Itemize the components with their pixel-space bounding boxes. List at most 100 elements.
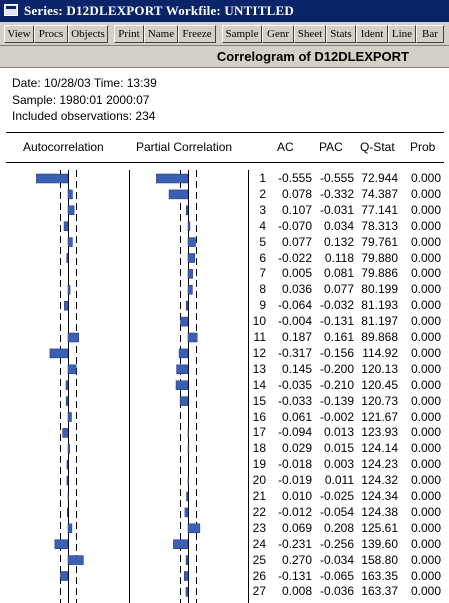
lag-cell: 27 — [252, 584, 266, 599]
prob-cell: 0.000 — [410, 282, 441, 297]
pac-cell: -0.065 — [319, 568, 354, 583]
ident-button[interactable]: Ident — [356, 25, 388, 43]
bar-button[interactable]: Bar — [416, 25, 444, 43]
ac-bar — [67, 285, 71, 295]
ac-bar — [67, 555, 84, 565]
ac-bar — [65, 380, 69, 390]
pac-bar — [176, 364, 189, 375]
ac-cell: -0.033 — [277, 393, 312, 408]
prob-cell: 0.000 — [410, 361, 441, 376]
sample-button[interactable]: Sample — [222, 25, 262, 43]
lag-cell: 18 — [252, 441, 266, 456]
name-button[interactable]: Name — [144, 25, 178, 43]
ac-cell: -0.317 — [277, 345, 312, 360]
pac-bar — [180, 316, 189, 327]
lag-cell: 2 — [259, 186, 266, 201]
line-button[interactable]: Line — [388, 25, 416, 43]
qstat-cell: 124.34 — [361, 489, 398, 503]
pac-cell: -0.002 — [319, 409, 354, 424]
print-button[interactable]: Print — [114, 25, 144, 43]
qstat-cell: 163.35 — [361, 568, 398, 583]
ac-cell: -0.131 — [277, 568, 312, 583]
pac-bar — [187, 523, 201, 534]
ac-bar — [65, 396, 69, 406]
ac-cell: -0.064 — [277, 298, 312, 313]
pac-bar — [187, 269, 193, 279]
window-menu-icon[interactable] — [4, 4, 18, 16]
prob-cell: 0.000 — [410, 298, 441, 313]
ac-cell: 0.270 — [281, 552, 312, 567]
ac-cell: 0.069 — [281, 520, 312, 535]
prob-cell: 0.000 — [410, 473, 441, 488]
pac-cell: -0.032 — [319, 298, 354, 313]
ac-bar — [66, 253, 69, 263]
lag-cell: 1 — [259, 171, 266, 185]
pac-cell: -0.139 — [319, 393, 354, 408]
pac-bar — [187, 285, 193, 295]
pac-cell: 0.015 — [323, 441, 354, 456]
qstat-cell: 120.13 — [361, 361, 398, 376]
lag-cell: 7 — [259, 266, 266, 281]
pac-bar — [186, 491, 189, 502]
lag-cell: 13 — [252, 361, 266, 376]
qstat-cell: 139.60 — [361, 536, 398, 551]
lag-cell: 14 — [252, 377, 266, 392]
lag-cell: 5 — [259, 234, 266, 249]
lag-cell: 17 — [252, 425, 266, 440]
view-button[interactable]: View — [4, 25, 34, 43]
sample-line: Sample: 1980:01 2000:07 — [12, 93, 150, 107]
ac-bar — [64, 300, 69, 311]
correlogram-title: Correlogram of D12DLEXPORT — [216, 49, 409, 64]
qstat-cell: 81.197 — [361, 314, 398, 329]
pac-cell: -0.210 — [319, 377, 354, 392]
lag-cell: 12 — [252, 345, 266, 360]
pac-cell: 0.208 — [323, 520, 354, 535]
ac-cell: 0.078 — [281, 186, 312, 201]
prob-cell: 0.000 — [410, 552, 441, 567]
ac-bar — [67, 444, 70, 454]
qstat-cell: 120.45 — [361, 377, 398, 392]
ac-cell: -0.094 — [277, 425, 312, 440]
qstat-cell: 79.761 — [361, 234, 398, 249]
prob-cell: 0.000 — [410, 250, 441, 265]
prob-cell: 0.000 — [410, 345, 441, 360]
lag-cell: 16 — [252, 409, 266, 424]
prob-cell: 0.000 — [410, 520, 441, 535]
ac-cell: 0.187 — [281, 330, 312, 344]
ac-cell: 0.008 — [281, 584, 312, 599]
lag-cell: 22 — [252, 504, 266, 519]
qstat-cell: 77.141 — [361, 202, 398, 217]
freeze-button[interactable]: Freeze — [178, 25, 216, 43]
col-ac: AC — [277, 140, 294, 154]
genr-button[interactable]: Genr — [262, 25, 294, 43]
col-pac: PAC — [319, 140, 343, 154]
ac-cell: 0.005 — [281, 266, 312, 281]
stats-button[interactable]: Stats — [326, 25, 356, 43]
qstat-cell: 123.93 — [361, 425, 398, 440]
prob-cell: 0.000 — [410, 377, 441, 392]
qstat-cell: 124.14 — [361, 441, 398, 456]
lag-cell: 6 — [259, 250, 266, 265]
objects-button[interactable]: Objects — [68, 25, 108, 43]
qstat-cell: 125.61 — [361, 520, 398, 535]
procs-button[interactable]: Procs — [34, 25, 68, 43]
lag-cell: 21 — [252, 489, 266, 503]
ac-bar — [66, 459, 69, 470]
prob-cell: 0.000 — [410, 218, 441, 233]
window-titlebar[interactable]: Series: D12DLEXPORT Workfile: UNTITLED — [0, 0, 449, 22]
sheet-button[interactable]: Sheet — [294, 25, 326, 43]
pac-cell: 0.081 — [323, 266, 354, 281]
pac-bar — [187, 475, 189, 486]
col-autocorrelation: Autocorrelation — [23, 140, 104, 154]
pac-bar — [187, 332, 198, 343]
lag-cell: 25 — [252, 552, 266, 567]
ac-bar — [67, 412, 72, 422]
pac-bar — [175, 380, 189, 390]
ac-bar — [60, 571, 69, 581]
pac-bar — [185, 587, 189, 597]
view-header: Correlogram of D12DLEXPORT — [0, 46, 449, 68]
ac-cell: 0.036 — [281, 282, 312, 297]
pac-cell: 0.161 — [323, 330, 354, 344]
col-prob: Prob — [410, 140, 436, 154]
